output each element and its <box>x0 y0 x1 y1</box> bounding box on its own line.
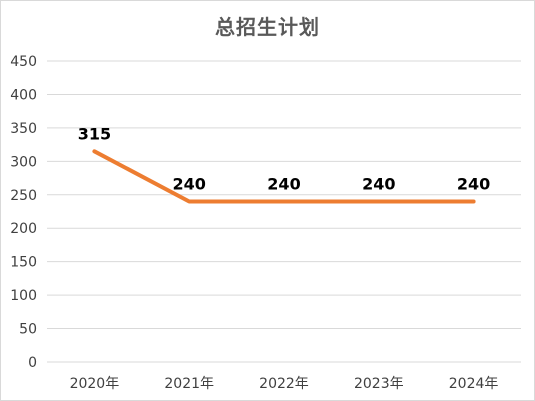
y-tick-label: 0 <box>28 355 37 371</box>
y-tick-label: 450 <box>10 54 37 70</box>
series-layer <box>92 149 476 204</box>
y-tick-label: 100 <box>10 288 37 304</box>
y-axis-tick-labels: 0 50 100 150 200 250 300 350 400 450 <box>10 54 37 371</box>
data-label: 240 <box>362 174 395 193</box>
x-tick-label: 2022年 <box>259 376 309 392</box>
y-tick-label: 50 <box>19 322 37 338</box>
y-tick-label: 200 <box>10 221 37 237</box>
x-axis-tick-labels: 2020年 2021年 2022年 2023年 2024年 <box>70 376 499 392</box>
y-tick-label: 250 <box>10 188 37 204</box>
series-line <box>92 149 476 204</box>
data-label: 240 <box>172 174 205 193</box>
y-tick-label: 150 <box>10 255 37 271</box>
x-tick-label: 2020年 <box>70 376 120 392</box>
gridlines <box>47 60 521 363</box>
x-tick-label: 2023年 <box>354 376 404 392</box>
data-labels: 315 240 240 240 240 <box>78 124 491 193</box>
y-tick-label: 300 <box>10 154 37 170</box>
x-tick-label: 2024年 <box>449 376 499 392</box>
x-tick-label: 2021年 <box>164 376 214 392</box>
data-label: 240 <box>457 174 490 193</box>
chart-title: 总招生计划 <box>215 15 320 39</box>
y-tick-label: 400 <box>10 87 37 103</box>
y-tick-label: 350 <box>10 121 37 137</box>
data-label: 315 <box>78 124 111 143</box>
data-label: 240 <box>267 174 300 193</box>
